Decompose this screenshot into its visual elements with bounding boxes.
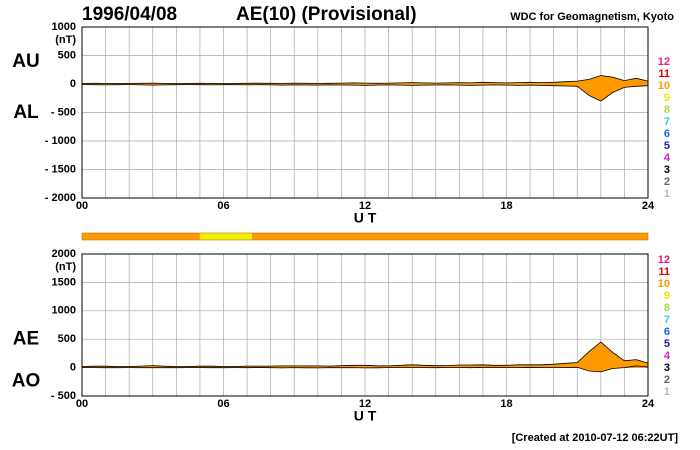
- legend-label: 2: [664, 374, 670, 386]
- y-tick-label: - 1000: [45, 135, 76, 147]
- series-label: AL: [13, 102, 39, 123]
- legend-label: 10: [658, 80, 670, 92]
- x-tick-label: 00: [76, 200, 88, 212]
- coverage-frame: [81, 232, 649, 241]
- y-tick-label: 2000: [52, 248, 76, 260]
- area: [82, 75, 648, 84]
- x-axis-label: U T: [354, 408, 377, 424]
- legend-label: 5: [664, 140, 670, 152]
- legend-label: 2: [664, 176, 670, 188]
- x-axis-label: U T: [354, 210, 377, 226]
- y-axis-unit: (nT): [55, 34, 76, 46]
- source: WDC for Geomagnetism, Kyoto: [510, 11, 674, 23]
- x-tick-label: 12: [359, 398, 371, 410]
- legend-label: 3: [664, 164, 670, 176]
- legend-label: 7: [664, 314, 670, 326]
- y-tick-label: 1000: [52, 21, 76, 33]
- legend-label: 11: [658, 266, 670, 278]
- line: [82, 365, 649, 373]
- legend-label: 9: [664, 92, 670, 104]
- series-label: AO: [12, 371, 41, 392]
- series-label: AU: [12, 51, 39, 72]
- series-label: AE: [13, 329, 39, 350]
- legend-label: 7: [664, 116, 670, 128]
- legend-label: 10: [658, 278, 670, 290]
- y-tick-label: 500: [58, 333, 76, 345]
- x-tick-label: 06: [217, 398, 229, 410]
- legend-label: 6: [664, 128, 670, 140]
- y-tick-label: - 1500: [45, 163, 76, 175]
- legend-label: 8: [664, 302, 670, 314]
- legend-label: 4: [664, 350, 671, 362]
- date-title: 1996/04/08: [82, 4, 177, 25]
- x-tick-label: 24: [642, 200, 655, 212]
- legend-label: 5: [664, 338, 670, 350]
- y-tick-label: 1000: [52, 305, 76, 317]
- y-tick-label: 0: [70, 362, 76, 374]
- y-axis-unit: (nT): [55, 261, 76, 273]
- legend-label: 9: [664, 290, 670, 302]
- legend-label: 4: [664, 152, 671, 164]
- legend-label: 11: [658, 68, 670, 80]
- footer: [Created at 2010-07-12 06:22UT]: [512, 432, 679, 444]
- x-tick-label: 24: [642, 398, 655, 410]
- area: [82, 84, 648, 102]
- legend-label: 12: [658, 56, 670, 68]
- area: [82, 342, 648, 368]
- x-tick-label: 18: [500, 398, 512, 410]
- plot-frame: [81, 26, 649, 199]
- legend-label: 3: [664, 362, 670, 374]
- y-tick-label: - 2000: [45, 192, 76, 204]
- legend-label: 1: [664, 386, 670, 398]
- y-tick-label: - 500: [51, 390, 76, 402]
- line: [81, 84, 649, 102]
- y-tick-label: 1500: [52, 276, 76, 288]
- y-tick-label: - 500: [51, 106, 76, 118]
- legend-label: 6: [664, 326, 670, 338]
- x-tick-label: 06: [217, 200, 229, 212]
- x-tick-label: 00: [76, 398, 88, 410]
- legend-label: 12: [658, 254, 670, 266]
- line: [81, 75, 649, 84]
- x-tick-label: 12: [359, 200, 371, 212]
- x-tick-label: 18: [500, 200, 512, 212]
- legend-label: 1: [664, 188, 670, 200]
- coverage-segment: [82, 233, 200, 240]
- coverage-segment: [199, 233, 252, 240]
- plot-frame: [81, 253, 649, 397]
- y-tick-label: 0: [70, 78, 76, 90]
- y-tick-label: 500: [58, 49, 76, 61]
- legend-label: 8: [664, 104, 670, 116]
- chart-title: AE(10) (Provisional): [236, 4, 417, 25]
- coverage-segment: [251, 233, 649, 240]
- line: [81, 341, 649, 367]
